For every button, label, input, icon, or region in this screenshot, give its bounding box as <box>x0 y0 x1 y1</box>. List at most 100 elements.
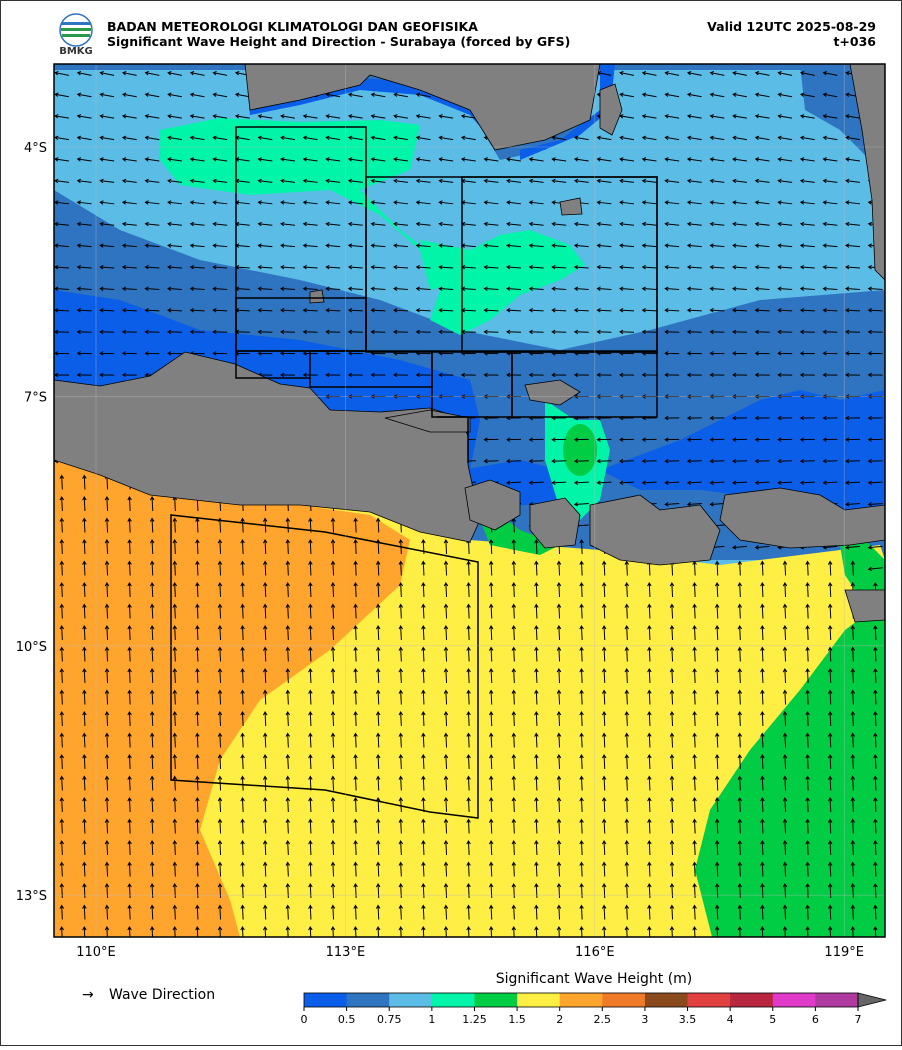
wave-arrow <box>822 458 838 464</box>
wave-arrow <box>692 711 697 727</box>
wave-arrow <box>596 135 612 141</box>
wave-arrow <box>308 689 313 705</box>
wave-arrow <box>330 560 336 576</box>
wave-arrow <box>393 264 409 270</box>
wave-arrow <box>347 221 363 227</box>
wave-arrow <box>59 517 65 533</box>
wave-arrow <box>714 625 720 641</box>
wave-arrow <box>189 200 205 205</box>
wave-arrow <box>511 560 517 576</box>
wave-arrow <box>579 818 584 834</box>
wave-arrow <box>782 560 788 576</box>
lat-label: 10°S <box>16 640 47 655</box>
wave-arrow <box>488 711 494 727</box>
wave-arrow <box>669 668 675 684</box>
colorbar-label: 6 <box>812 1013 819 1026</box>
wave-arrow <box>54 200 70 205</box>
wave-arrow <box>488 904 494 920</box>
wave-arrow <box>551 264 567 270</box>
wave-arrow <box>375 689 381 705</box>
wave-arrow <box>370 264 386 270</box>
wave-arrow <box>805 840 810 856</box>
colorbar-segment <box>559 993 603 1007</box>
wave-arrow <box>54 329 70 335</box>
wave-arrow <box>737 625 743 641</box>
wave-arrow <box>54 135 69 141</box>
wave-arrow <box>466 926 471 937</box>
wave-arrow <box>121 243 137 248</box>
wave-arrow <box>421 904 426 920</box>
wave-arrow <box>692 861 697 877</box>
agency-name: BADAN METEOROLOGI KLIMATOLOGI DAN GEOFIS… <box>107 19 478 34</box>
wave-arrow <box>127 496 132 512</box>
colorbar-segment <box>772 993 816 1007</box>
wave-arrow <box>466 711 471 727</box>
wave-arrow <box>330 582 336 598</box>
wave-arrow <box>415 286 431 291</box>
wave-arrow <box>596 178 612 184</box>
wave-arrow <box>398 904 404 920</box>
wave-arrow <box>777 458 793 464</box>
wave-arrow <box>845 264 861 270</box>
colorbar-segment <box>687 993 731 1007</box>
wave-arrow <box>415 135 431 141</box>
wave-arrow <box>217 818 223 834</box>
wave-arrow <box>873 797 878 813</box>
wave-arrow <box>217 603 223 619</box>
wave-arrow <box>692 603 697 619</box>
wave-arrow <box>760 840 765 856</box>
wave-arrow <box>308 582 313 598</box>
wave-arrow <box>240 517 245 533</box>
wave-arrow <box>76 329 92 335</box>
wave-arrow <box>850 883 856 899</box>
wave-arrow <box>212 308 228 313</box>
wave-arrow <box>556 861 562 877</box>
wave-arrow <box>99 243 115 248</box>
wave-arrow <box>714 861 720 877</box>
wave-arrow <box>624 732 630 748</box>
wave-arrow <box>172 883 178 899</box>
wave-arrow <box>573 243 589 248</box>
wave-arrow <box>353 517 358 533</box>
wave-arrow <box>737 926 743 937</box>
wave-arrow <box>257 264 273 270</box>
wave-arrow <box>664 178 680 184</box>
wave-arrow <box>867 329 883 335</box>
wave-arrow <box>528 157 544 162</box>
wave-arrow <box>466 861 471 877</box>
wave-arrow <box>850 754 856 770</box>
wave-arrow <box>421 840 426 856</box>
wave-arrow <box>415 114 431 119</box>
wave-arrow <box>82 646 87 662</box>
wave-arrow <box>850 926 856 937</box>
wave-arrow <box>528 286 544 291</box>
wave-arrow <box>330 861 336 877</box>
wave-arrow <box>370 221 386 227</box>
wave-arrow <box>217 904 223 920</box>
wave-arrow <box>262 797 268 813</box>
map-title: Significant Wave Height and Direction - … <box>107 34 570 49</box>
wave-arrow <box>511 797 517 813</box>
wave-arrow <box>240 775 245 791</box>
wave-arrow <box>172 603 178 619</box>
wave-arrow <box>347 308 363 313</box>
wave-arrow <box>104 582 110 598</box>
forecast-area <box>511 350 658 418</box>
wave-arrow <box>714 560 720 576</box>
wave-arrow <box>257 286 273 291</box>
wave-arrow <box>308 646 313 662</box>
wave-arrow <box>438 157 454 162</box>
wave-arrow <box>330 926 336 937</box>
wave-arrow <box>217 732 223 748</box>
wave-arrow <box>262 646 268 662</box>
wave-arrow <box>172 625 178 641</box>
wave-arrow <box>302 286 318 291</box>
wave-arrow <box>799 157 815 162</box>
wave-arrow <box>822 329 838 335</box>
wave-arrow <box>782 732 788 748</box>
wave-arrow <box>121 372 137 378</box>
wave-arrow <box>127 689 132 705</box>
wave-arrow <box>511 775 517 791</box>
wave-arrow <box>534 603 539 619</box>
wave-arrow <box>466 797 471 813</box>
